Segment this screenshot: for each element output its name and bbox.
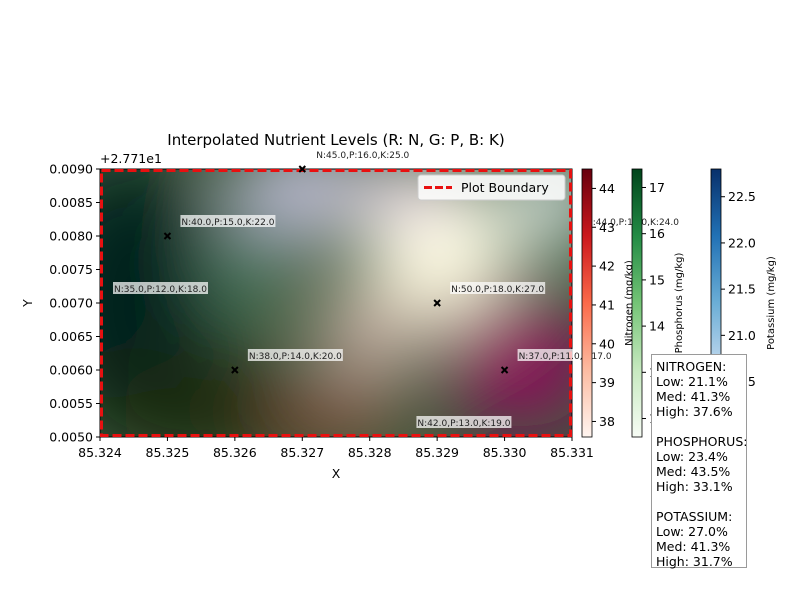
legend-boundary-label: Plot Boundary [461, 180, 549, 195]
y-tick-label: 0.0055 [49, 396, 93, 411]
sample-point-label: N:38.0,P:14.0,K:20.0 [247, 349, 343, 362]
sample-point-label: N:35.0,P:12.0,K:18.0 [113, 282, 208, 295]
y-tick-label: 0.0050 [49, 430, 93, 445]
stats-nitrogen-low: Low: 21.1% [656, 374, 728, 389]
stats-potassium-low: Low: 27.0% [656, 524, 728, 539]
colorbar-tick-label: 41 [599, 297, 615, 312]
sample-point-label-bg [113, 282, 208, 294]
x-tick-label: 85.329 [415, 445, 459, 460]
colorbar-tick-label: 14 [649, 319, 665, 334]
sample-point-label-bg [416, 416, 512, 428]
x-tick-label: 85.327 [280, 445, 324, 460]
sample-point-label: N:42.0,P:13.0,K:19.0 [416, 416, 512, 429]
x-tick-label: 85.328 [348, 445, 392, 460]
sample-point-text: N:50.0,P:18.0,K:27.0 [451, 285, 544, 295]
stats-nitrogen-med: Med: 41.3% [656, 389, 731, 404]
x-tick-label: 85.330 [483, 445, 527, 460]
stats-potassium-med: Med: 41.3% [656, 539, 731, 554]
chart-title: Interpolated Nutrient Levels (R: N, G: P… [167, 131, 504, 149]
colorbar-tick-label: 43 [599, 220, 615, 235]
stats-phosphorus-high: High: 33.1% [656, 479, 733, 494]
colorbar-tick-label: 21.0 [728, 328, 756, 343]
x-tick-label: 85.326 [213, 445, 257, 460]
colorbar-tick-label: 38 [599, 414, 615, 429]
stats-potassium-high: High: 31.7% [656, 554, 733, 569]
stats-nitrogen-title: NITROGEN: [656, 359, 727, 374]
colorbar-phosphorus-label: Phosphorus (mg/kg) [674, 253, 685, 354]
sample-point-label-bg [315, 148, 411, 160]
stats-phosphorus: PHOSPHORUS: Low: 23.4% Med: 43.5% High: … [656, 434, 748, 494]
stats-phosphorus-low: Low: 23.4% [656, 449, 728, 464]
sample-point-text: N:35.0,P:12.0,K:18.0 [114, 285, 207, 295]
colorbar-tick-label: 42 [599, 259, 615, 274]
sample-point-marker [231, 366, 239, 374]
sample-point-marker [298, 165, 306, 173]
x-tick-label: 85.331 [550, 445, 594, 460]
colorbar-tick-label: 44 [599, 181, 615, 196]
colorbar-tick-label: 22.0 [728, 235, 756, 250]
sample-point-label-bg [450, 282, 546, 294]
stats-nitrogen: NITROGEN: Low: 21.1% Med: 41.3% High: 37… [656, 359, 746, 419]
colorbar-tick-label: 22.5 [728, 189, 756, 204]
colorbar-tick-label: 15 [649, 272, 665, 287]
stats-potassium: POTASSIUM: Low: 27.0% Med: 41.3% High: 3… [656, 509, 746, 569]
y-tick-label: 0.0065 [49, 329, 93, 344]
colorbar-potassium: 20.521.021.522.022.5 Potassium (mg/kg) [710, 168, 777, 438]
x-axis: 85.324 85.325 85.326 85.327 85.328 85.329 85.3… [78, 437, 594, 460]
sample-point-marker [500, 366, 509, 374]
colorbar-potassium-label: Potassium (mg/kg) [766, 256, 777, 350]
sample-point-text: N:40.0,P:15.0,K:22.0 [181, 218, 274, 228]
y-tick-label: 0.0080 [49, 229, 93, 244]
sample-point-label-bg [180, 215, 276, 227]
sample-point-label: N:45.0,P:16.0,K:25.0 [315, 148, 411, 161]
sample-point-label: N:40.0,P:15.0,K:22.0 [180, 215, 276, 228]
y-tick-label: 0.0090 [49, 162, 93, 177]
x-tick-label: 85.324 [78, 445, 122, 460]
sample-point-marker [433, 299, 441, 307]
sample-point-label: N:50.0,P:18.0,K:27.0 [450, 282, 546, 295]
y-axis: 0.0050 0.0055 0.0060 0.0065 0.0070 0.0075 0.00… [49, 162, 100, 445]
y-tick-label: 0.0085 [49, 195, 93, 210]
colorbar-nitrogen-label: Nitrogen (mg/kg) [624, 260, 635, 346]
colorbar-tick-label: 17 [649, 180, 665, 195]
colorbar-tick-label: 16 [649, 226, 665, 241]
y-tick-label: 0.0075 [49, 262, 93, 277]
sample-point-text: N:38.0,P:14.0,K:20.0 [249, 352, 342, 362]
sample-point-text: N:42.0,P:13.0,K:19.0 [417, 419, 510, 429]
legend: Plot Boundary [417, 174, 566, 201]
stats-potassium-title: POTASSIUM: [656, 509, 733, 524]
y-offset-label: +2.771e1 [100, 151, 162, 166]
sample-point-marker [163, 232, 172, 240]
x-axis-label: X [332, 466, 341, 481]
colorbar-tick-label: 39 [599, 375, 615, 390]
stats-nitrogen-high: High: 37.6% [656, 404, 733, 419]
plot-boundary [100, 169, 572, 437]
colorbar-tick-label: 40 [599, 336, 615, 351]
y-tick-label: 0.0070 [49, 296, 93, 311]
sample-point-text: N:37.0,P:11.0,K:17.0 [519, 352, 612, 362]
sample-point-label-bg [247, 349, 343, 361]
sample-point-text: N:45.0,P:16.0,K:25.0 [316, 151, 409, 161]
stats-box: NITROGEN: Low: 21.1% Med: 41.3% High: 37… [651, 354, 748, 569]
sample-points: N:40.0,P:15.0,K:22.0 N:35.0,P:12.0,K:18.0… [113, 148, 680, 429]
y-axis-label: Y [20, 299, 35, 308]
stats-phosphorus-title: PHOSPHORUS: [656, 434, 748, 449]
x-tick-label: 85.325 [146, 445, 190, 460]
y-tick-label: 0.0060 [49, 363, 93, 378]
stats-phosphorus-med: Med: 43.5% [656, 464, 731, 479]
colorbar-tick-label: 21.5 [728, 282, 756, 297]
colorbar-nitrogen: 38 39 40 41 42 43 44 Nitrogen (mg/kg) [581, 168, 635, 438]
